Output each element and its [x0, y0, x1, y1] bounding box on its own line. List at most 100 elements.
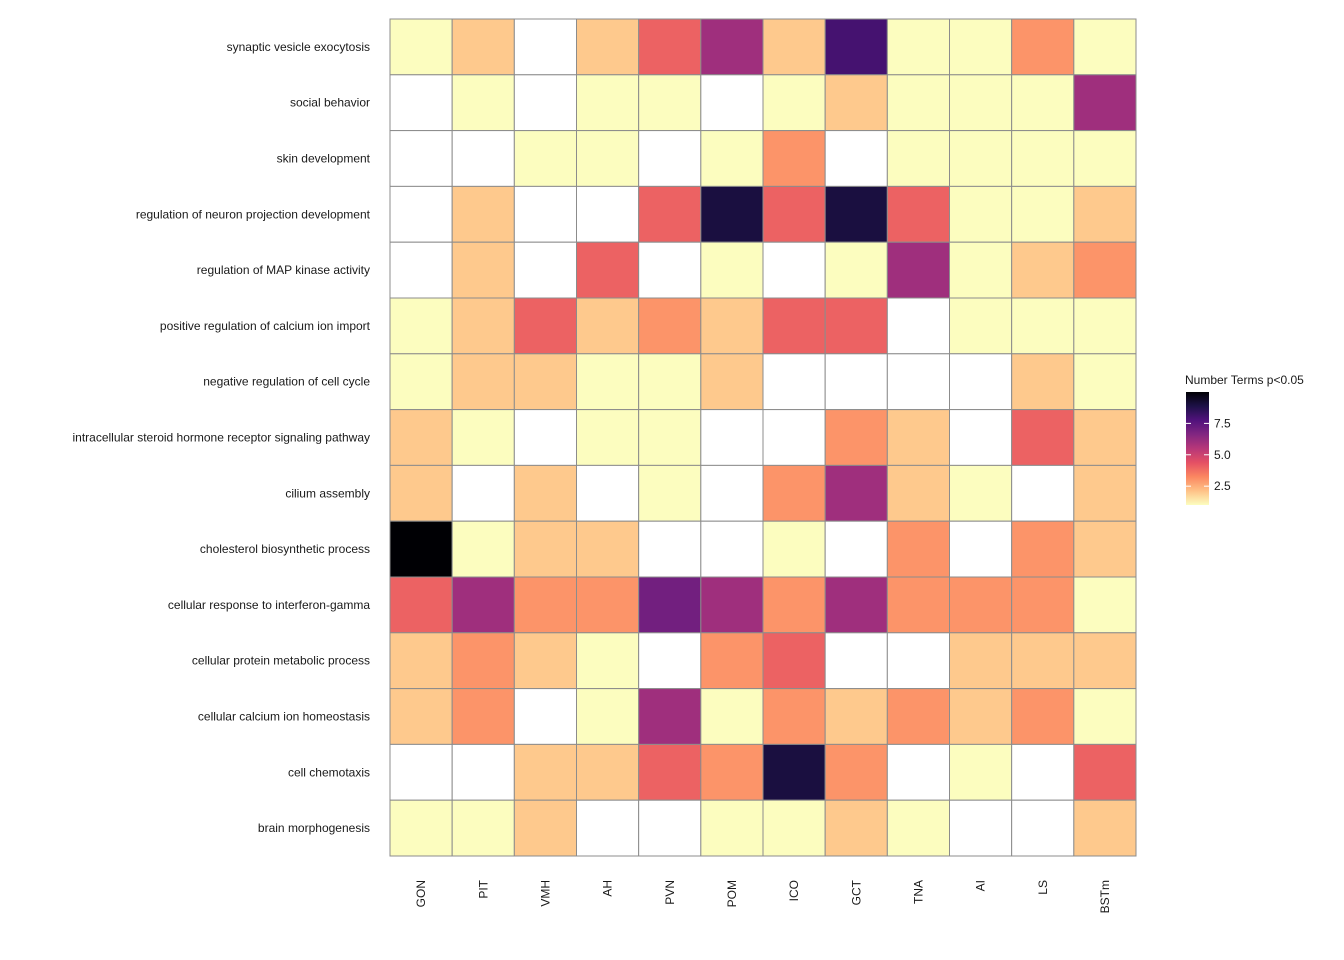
heatmap-cell: [1011, 185, 1075, 243]
heatmap-cell: [513, 799, 578, 857]
row-label: regulation of neuron projection developm…: [136, 207, 371, 221]
heatmap-cell: [762, 464, 826, 522]
heatmap-cell: [576, 409, 640, 466]
heatmap-cell: [824, 743, 888, 801]
heatmap-cell: [1011, 241, 1075, 299]
heatmap-cell: [1073, 353, 1137, 411]
heatmap-cell: [513, 464, 578, 522]
heatmap-cell: [700, 632, 764, 690]
heatmap-cell: [638, 743, 702, 801]
heatmap-cell: [389, 743, 453, 801]
heatmap-cell: [638, 632, 702, 690]
heatmap-cell: [638, 353, 702, 411]
heatmap-cell: [824, 353, 888, 411]
heatmap-cell: [886, 409, 951, 466]
heatmap-cell: [389, 18, 453, 76]
heatmap-cell: [1073, 688, 1137, 745]
column-label: ICO: [787, 880, 801, 901]
heatmap-cell: [1011, 743, 1075, 801]
heatmap-cell: [576, 799, 640, 857]
heatmap-cell: [389, 576, 453, 634]
heatmap-cell: [513, 353, 578, 411]
heatmap-cell: [451, 520, 515, 578]
heatmap-cell: [824, 576, 888, 634]
heatmap-cell: [886, 130, 951, 187]
heatmap-cell: [824, 799, 888, 857]
row-label: cell chemotaxis: [288, 765, 370, 779]
heatmap-cell: [886, 520, 951, 578]
heatmap-cell: [886, 464, 951, 522]
heatmap-cell: [949, 18, 1013, 76]
column-label: BSTm: [1098, 880, 1112, 913]
heatmap-cell: [762, 241, 826, 299]
heatmap-cell: [451, 409, 515, 466]
heatmap-cell: [451, 464, 515, 522]
heatmap-cell: [886, 799, 951, 857]
heatmap-cell: [638, 799, 702, 857]
heatmap-cell: [513, 18, 578, 76]
heatmap-cell: [638, 185, 702, 243]
heatmap-cell: [576, 688, 640, 745]
heatmap-cell: [1011, 799, 1075, 857]
heatmap-cell: [1011, 409, 1075, 466]
heatmap-cell: [824, 409, 888, 466]
heatmap-cell: [1011, 464, 1075, 522]
row-label: skin development: [277, 152, 371, 166]
legend-tick-label: 7.5: [1214, 416, 1231, 430]
heatmap-cell: [1011, 576, 1075, 634]
heatmap-cell: [1011, 18, 1075, 76]
heatmap-cell: [700, 185, 764, 243]
heatmap-cell: [389, 632, 453, 690]
heatmap-cell: [451, 576, 515, 634]
heatmap-cell: [576, 18, 640, 76]
column-label: AH: [601, 880, 615, 897]
heatmap-cell: [1073, 241, 1137, 299]
heatmap-cell: [576, 353, 640, 411]
heatmap-cell: [949, 353, 1013, 411]
column-label: GCT: [849, 879, 863, 905]
heatmap-cell: [389, 130, 453, 187]
legend-tick-label: 5.0: [1214, 448, 1231, 462]
heatmap-cell: [576, 297, 640, 355]
heatmap-cell: [1011, 632, 1075, 690]
heatmap-cell: [513, 241, 578, 299]
heatmap-cell: [824, 241, 888, 299]
heatmap-cell: [389, 464, 453, 522]
heatmap-cell: [451, 743, 515, 801]
heatmap-cell: [824, 520, 888, 578]
heatmap-cell: [1011, 297, 1075, 355]
heatmap-cell: [451, 18, 515, 76]
column-label: PIT: [476, 879, 490, 898]
heatmap-cell: [513, 576, 578, 634]
row-label: brain morphogenesis: [258, 821, 370, 835]
heatmap-cell: [886, 18, 951, 76]
heatmap-cell: [451, 241, 515, 299]
heatmap-cell: [638, 688, 702, 745]
heatmap-cell: [949, 185, 1013, 243]
heatmap-cell: [824, 74, 888, 132]
heatmap-cell: [638, 130, 702, 187]
column-label: LS: [1036, 880, 1050, 895]
heatmap-cell: [700, 74, 764, 132]
heatmap-cell: [762, 799, 826, 857]
heatmap-cell: [700, 353, 764, 411]
heatmap-cell: [1073, 464, 1137, 522]
heatmap-cell: [1073, 409, 1137, 466]
heatmap-cell: [886, 576, 951, 634]
heatmap-cell: [1073, 632, 1137, 690]
heatmap-cell: [949, 799, 1013, 857]
heatmap-cell: [886, 241, 951, 299]
row-labels: synaptic vesicle exocytosis social behavi…: [73, 40, 371, 835]
heatmap-cell: [824, 18, 888, 76]
heatmap-cell: [762, 130, 826, 187]
heatmap-cell: [949, 520, 1013, 578]
column-labels: GON PIT VMH AH PVN POM ICO GCT TNA AI LS BSTm: [414, 879, 1112, 913]
heatmap-cell: [638, 576, 702, 634]
heatmap-cell: [451, 799, 515, 857]
heatmap-cell: [389, 297, 453, 355]
heatmap-cell: [762, 688, 826, 745]
heatmap-cell: [949, 409, 1013, 466]
heatmap-cell: [700, 576, 764, 634]
heatmap-cell: [1073, 74, 1137, 132]
